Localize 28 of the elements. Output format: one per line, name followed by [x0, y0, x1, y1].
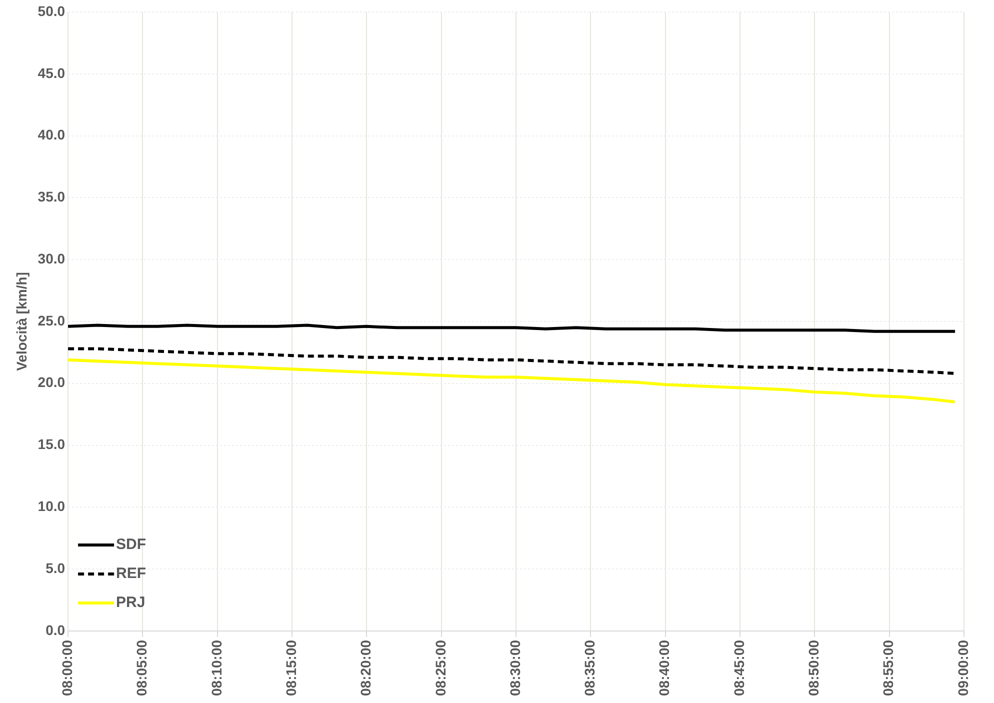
x-tick-label: 08:55:00	[880, 640, 896, 696]
x-tick-label: 08:40:00	[656, 640, 672, 696]
x-tick-label: 08:45:00	[730, 640, 747, 696]
x-tick-label: 08:15:00	[282, 640, 299, 696]
y-tick-label: 5.0	[46, 560, 66, 576]
legend-label: REF	[116, 565, 146, 582]
legend-label: PRJ	[116, 594, 146, 612]
y-tick-label: 25.0	[38, 312, 66, 328]
y-tick-label: 35.0	[38, 188, 66, 205]
y-tick-label: 50.0	[38, 2, 66, 19]
x-tick-label: 09:00:00	[954, 640, 971, 696]
x-tick-label: 08:25:00	[432, 640, 448, 696]
x-tick-label: 08:35:00	[582, 640, 598, 696]
y-tick-label: 10.0	[38, 498, 66, 514]
x-tick-label: 08:20:00	[358, 640, 374, 696]
x-tick-label: 08:30:00	[506, 640, 523, 696]
y-tick-label: 15.0	[38, 436, 66, 452]
y-tick-label: 30.0	[38, 250, 66, 266]
x-tick-label: 08:50:00	[806, 640, 822, 696]
x-tick-label: 08:05:00	[134, 640, 150, 696]
y-tick-label: 40.0	[38, 126, 66, 143]
x-tick-label: 08:10:00	[208, 640, 224, 696]
y-tick-label: 45.0	[38, 64, 66, 81]
y-tick-label: 0.0	[46, 622, 66, 638]
y-axis-title: Velocità [km/h]	[13, 272, 30, 371]
y-tick-label: 20.0	[38, 374, 66, 390]
x-tick-label: 08:00:00	[58, 640, 75, 696]
legend-label: SDF	[116, 536, 146, 554]
